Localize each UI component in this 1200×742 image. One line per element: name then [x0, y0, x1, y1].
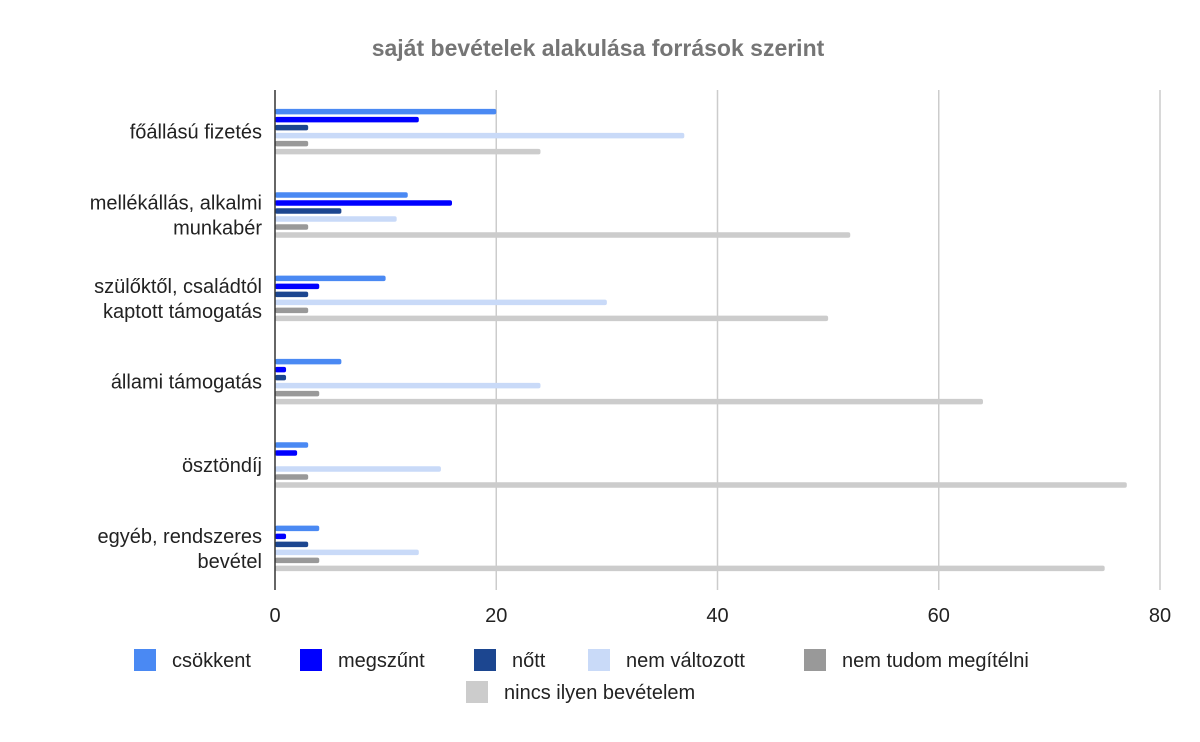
x-tick-label: 60 [928, 605, 950, 627]
bar [275, 557, 320, 564]
bar [275, 315, 829, 322]
chart-title: saját bevételek alakulása források szeri… [372, 35, 825, 61]
bar [275, 474, 309, 480]
legend-item: csökkent [134, 649, 251, 672]
x-tick-label: 80 [1149, 605, 1171, 627]
gridlines [495, 90, 1161, 590]
bar [275, 450, 298, 456]
bar [275, 275, 386, 282]
legend-swatch [804, 649, 826, 671]
bar [275, 466, 441, 472]
category-label: szülőktől, családtól [94, 276, 262, 298]
bar [275, 358, 342, 365]
legend-item: nem változott [588, 649, 745, 672]
bar [275, 299, 607, 306]
bars [275, 108, 1127, 572]
legend-item: nincs ilyen bevételem [466, 681, 695, 704]
bar [275, 366, 287, 373]
x-tick-label: 20 [485, 605, 507, 627]
x-tick-label: 40 [706, 605, 728, 627]
category-label: mellékállás, alkalmi [90, 193, 262, 215]
bar [275, 565, 1105, 572]
legend-label: nincs ilyen bevételem [504, 682, 695, 704]
x-tick-label: 0 [269, 605, 280, 627]
category-label: kaptott támogatás [103, 301, 262, 323]
bar [275, 374, 287, 381]
bar [275, 116, 419, 123]
bar [275, 533, 287, 540]
bar [275, 398, 983, 405]
category-label: ösztöndíj [182, 455, 262, 477]
legend-item: megszűnt [300, 649, 425, 672]
legend: csökkent megszűnt nőtt nem változott nem tud… [134, 649, 1029, 704]
bar [275, 192, 408, 198]
bar [275, 224, 309, 230]
legend-swatch [466, 681, 488, 703]
category-label: állami támogatás [111, 372, 262, 394]
category-label: főállású fizetés [130, 122, 262, 144]
category-labels: főállású fizetés mellékállás, alkalmi munk… [90, 122, 263, 573]
bar [275, 232, 851, 238]
bar [275, 307, 309, 314]
legend-swatch [474, 649, 496, 671]
bar [275, 549, 419, 556]
bar [275, 442, 309, 448]
legend-label: nem tudom megítélni [842, 650, 1029, 672]
legend-swatch [588, 649, 610, 671]
bar [275, 283, 320, 290]
legend-item: nőtt [474, 649, 546, 672]
bar [275, 482, 1127, 488]
bar [275, 200, 452, 206]
legend-label: nőtt [512, 650, 546, 672]
bar [275, 108, 497, 115]
bar [275, 140, 309, 147]
bar [275, 541, 309, 548]
x-axis-tick-labels: 0 20 40 60 80 [269, 605, 1171, 627]
bar [275, 216, 397, 222]
legend-label: csökkent [172, 650, 251, 672]
bar [275, 291, 309, 298]
legend-label: nem változott [626, 650, 745, 672]
bar [275, 390, 320, 397]
legend-label: megszűnt [338, 650, 425, 672]
category-label: egyéb, rendszeres [97, 526, 262, 548]
legend-swatch [134, 649, 156, 671]
category-label: bevétel [198, 551, 263, 573]
category-label: munkabér [173, 218, 262, 240]
bar [275, 148, 541, 155]
bar [275, 132, 685, 139]
bar [275, 382, 541, 389]
bar [275, 124, 309, 131]
bar [275, 208, 342, 214]
bar [275, 525, 320, 532]
legend-swatch [300, 649, 322, 671]
legend-item: nem tudom megítélni [804, 649, 1029, 672]
